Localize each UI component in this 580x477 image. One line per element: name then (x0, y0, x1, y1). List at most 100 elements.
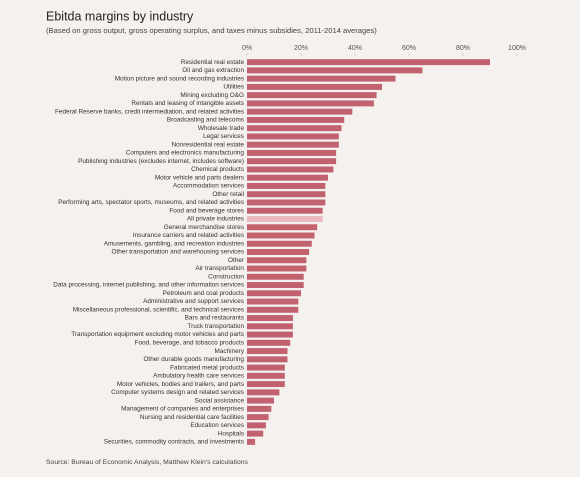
category-label: Amusements, gambling, and recreation ind… (104, 240, 244, 247)
category-label: Construction (208, 273, 244, 280)
category-label: Federal Reserve banks, credit intermedia… (55, 108, 244, 115)
bar (247, 141, 339, 148)
x-tick-label: 0% (242, 45, 252, 52)
bar (247, 298, 299, 305)
category-label: Publishing industries (excludes internet… (78, 158, 244, 165)
bar (247, 422, 266, 429)
bar (247, 207, 323, 214)
category-label: Wholesale trade (198, 125, 245, 132)
category-label: Motor vehicle and parts dealers (155, 174, 244, 181)
category-label: General merchandise stores (164, 224, 244, 231)
x-tick-label: 40% (348, 45, 362, 52)
category-label: Utilities (223, 84, 244, 91)
bar (247, 397, 274, 404)
category-label: All private industries (187, 216, 244, 223)
category-label: Truck transportation (187, 323, 244, 330)
category-label: Administrative and support services (143, 298, 244, 305)
bar (247, 438, 256, 445)
category-label: Education services (190, 422, 244, 429)
bar (247, 240, 312, 247)
bar (247, 108, 353, 115)
source-note: Source: Bureau of Economic Analysis, Mat… (46, 459, 249, 466)
category-label: Residential real estate (181, 59, 245, 66)
bar (247, 315, 293, 322)
bar (247, 92, 377, 99)
bar (247, 249, 310, 255)
bar (247, 381, 285, 388)
bar (247, 364, 285, 371)
category-label: Ambulatory health care services (153, 373, 244, 380)
category-label: Food and beverage stores (169, 207, 244, 214)
category-label: Social assistance (195, 397, 245, 404)
category-label: Petroleum and coal products (163, 290, 244, 297)
bar (247, 339, 291, 346)
x-tick-label: 80% (456, 45, 470, 52)
x-tick-label: 60% (402, 45, 416, 52)
bar (247, 414, 269, 421)
bar (247, 182, 326, 189)
category-label: Fabricated metal products (170, 364, 244, 371)
category-label: Air transportation (195, 265, 244, 272)
category-label: Food, beverage, and tobacco products (135, 339, 244, 346)
bar (247, 59, 490, 66)
category-label: Rentals and leasing of intangible assets (131, 100, 244, 107)
category-label: Other retail (212, 191, 244, 198)
bar (247, 430, 264, 437)
bar (247, 290, 301, 297)
category-label: Computer systems design and related serv… (111, 389, 244, 396)
bar (247, 273, 304, 280)
bar (247, 100, 374, 107)
category-label: Computers and electronics manufacturing (126, 150, 245, 157)
category-label: Nonresidential real estate (172, 141, 245, 148)
bar (247, 67, 423, 74)
category-label: Machinery (215, 348, 245, 355)
bar (247, 216, 323, 222)
bar (247, 265, 307, 272)
category-label: Oil and gas extraction (182, 67, 244, 74)
category-label: Other (228, 257, 245, 264)
category-label: Other durable goods manufacturing (143, 356, 244, 363)
category-label: Hospitals (218, 430, 244, 437)
bar (247, 306, 299, 313)
bar (247, 174, 328, 181)
category-label: Miscellaneous professional, scientific, … (73, 306, 244, 313)
category-label: Motion picture and sound recording indus… (115, 75, 244, 82)
bar (247, 199, 326, 206)
category-label: Insurance carriers and related activitie… (133, 232, 244, 239)
chart-subtitle: (Based on gross output, gross operating … (46, 26, 377, 35)
category-label: Mining excluding O&G (180, 92, 244, 99)
bar (247, 149, 337, 156)
x-tick-label: 20% (294, 45, 308, 52)
bar (247, 331, 293, 338)
category-label: Performing arts, spectator sports, museu… (58, 199, 244, 206)
bar (247, 323, 293, 330)
bar (247, 83, 382, 90)
category-label: Transportation equipment excluding motor… (71, 331, 244, 338)
bar (247, 372, 285, 379)
bar (247, 282, 304, 288)
bar (247, 75, 396, 82)
bar (247, 356, 288, 363)
category-label: Other transportation and warehousing ser… (112, 249, 245, 256)
bar (247, 191, 326, 198)
category-label: Bars and restaurants (185, 315, 244, 322)
bar (247, 158, 337, 165)
category-label: Motor vehicles, bodies and trailers, and… (117, 381, 244, 388)
category-label: Nursing and residential care facilities (140, 414, 244, 421)
bar (247, 389, 280, 396)
category-label: Management of companies and enterprises (121, 406, 244, 413)
category-label: Legal services (203, 133, 244, 140)
bar (247, 133, 339, 140)
bar (247, 257, 307, 264)
bar (247, 232, 315, 239)
category-label: Securities, commodity contracts, and inv… (104, 439, 244, 446)
category-label: Accommodation services (173, 183, 244, 190)
x-tick-label: 100% (508, 45, 526, 52)
bar (247, 125, 342, 132)
category-label: Chemical products (191, 166, 244, 173)
bar (247, 405, 272, 412)
bar (247, 224, 318, 231)
bar (247, 116, 345, 123)
